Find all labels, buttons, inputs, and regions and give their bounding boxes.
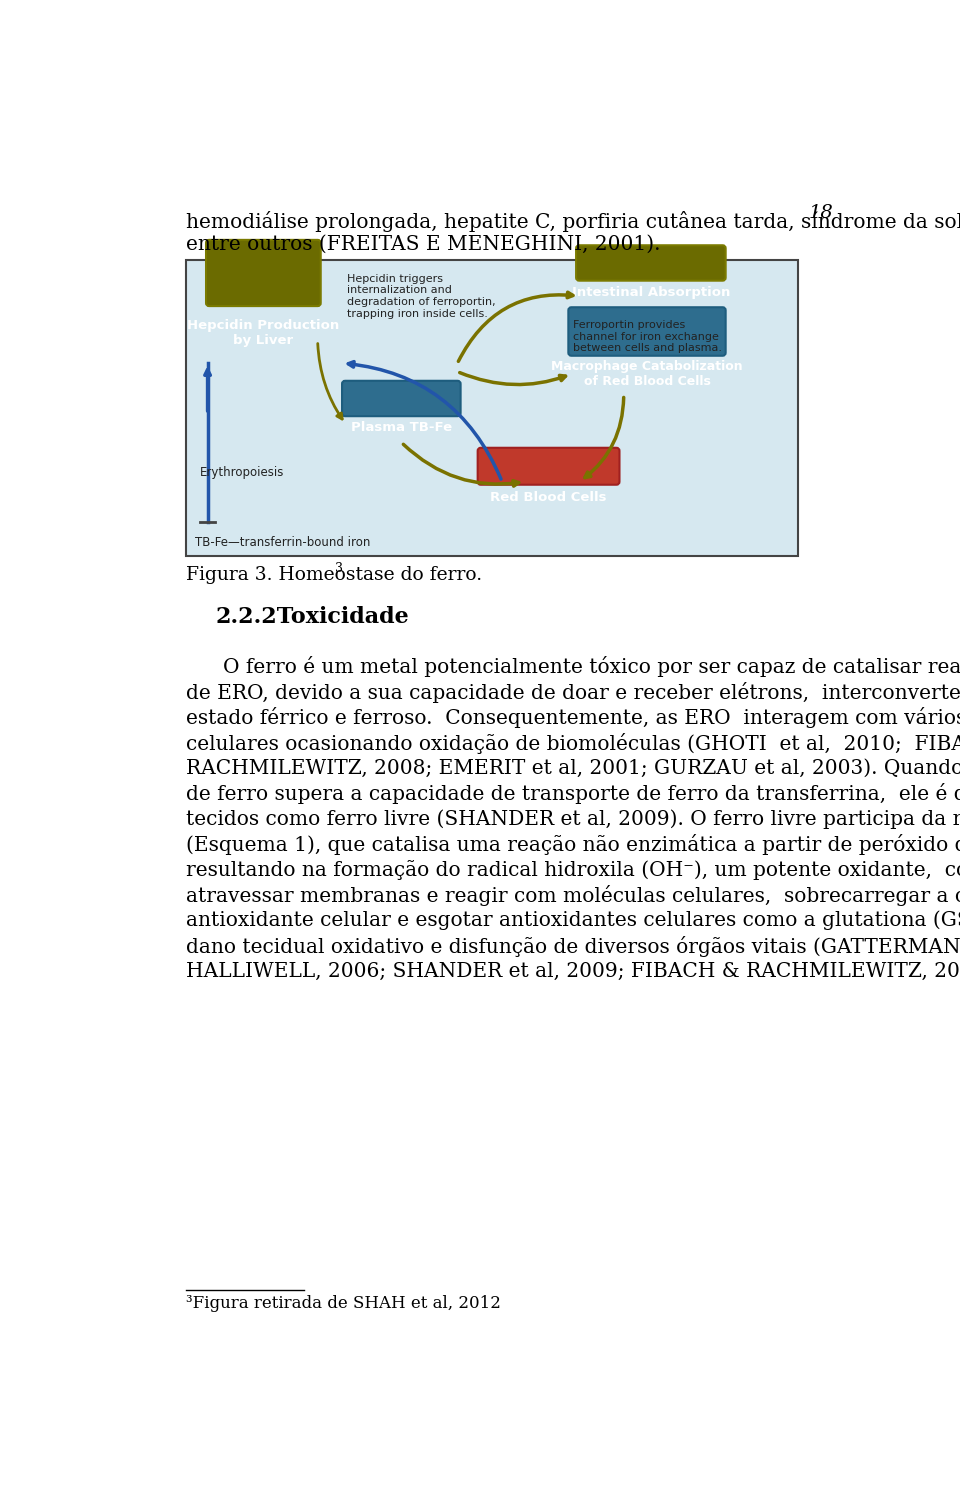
Text: 3: 3 [335,561,343,574]
Text: resultando na formação do radical hidroxila (OH⁻), um potente oxidante,  com cap: resultando na formação do radical hidrox… [186,859,960,880]
FancyBboxPatch shape [478,448,619,485]
Text: Ferroportin provides
channel for iron exchange
between cells and plasma.: Ferroportin provides channel for iron ex… [573,319,722,354]
Text: atravessar membranas e reagir com moléculas celulares,  sobrecarregar a capacida: atravessar membranas e reagir com molécu… [186,885,960,906]
Text: tecidos como ferro livre (SHANDER et al, 2009). O ferro livre participa da reaçã: tecidos como ferro livre (SHANDER et al,… [186,809,960,830]
Text: dano tecidual oxidativo e disfunção de diversos órgãos vitais (GATTERMANN et al,: dano tecidual oxidativo e disfunção de d… [186,935,960,956]
Text: ³Figura retirada de SHAH et al, 2012: ³Figura retirada de SHAH et al, 2012 [186,1295,501,1311]
Text: celulares ocasionando oxidação de biomoléculas (GHOTI  et al,  2010;  FIBACH  &: celulares ocasionando oxidação de biomol… [186,733,960,753]
Text: hemodiálise prolongada, hepatite C, porfiria cutânea tarda, síndrome da sobrecar: hemodiálise prolongada, hepatite C, porf… [186,212,960,233]
Text: RACHMILEWITZ, 2008; EMERIT et al, 2001; GURZAU et al, 2003). Quando a sobrecarga: RACHMILEWITZ, 2008; EMERIT et al, 2001; … [186,758,960,777]
Text: Erythropoiesis: Erythropoiesis [200,466,284,479]
Text: 18: 18 [809,204,833,222]
Text: (Esquema 1), que catalisa uma reação não enzimática a partir de peróxido de hidr: (Esquema 1), que catalisa uma reação não… [186,834,960,855]
FancyBboxPatch shape [186,260,798,557]
Text: Figura 3. Homeostase do ferro.: Figura 3. Homeostase do ferro. [186,567,482,585]
Text: antioxidante celular e esgotar antioxidantes celulares como a glutationa (GSH), : antioxidante celular e esgotar antioxida… [186,910,960,930]
Text: entre outros (FREITAS E MENEGHINI, 2001).: entre outros (FREITAS E MENEGHINI, 2001)… [186,234,660,254]
Text: Plasma TB-Fe: Plasma TB-Fe [350,421,452,434]
Text: 2.2.2Toxicidade: 2.2.2Toxicidade [215,606,409,628]
Text: HALLIWELL, 2006; SHANDER et al, 2009; FIBACH & RACHMILEWITZ, 2008).: HALLIWELL, 2006; SHANDER et al, 2009; FI… [186,961,960,980]
Text: Hepcidin Production
by Liver: Hepcidin Production by Liver [187,319,340,348]
FancyBboxPatch shape [568,307,726,355]
Text: TB-Fe—transferrin-bound iron: TB-Fe—transferrin-bound iron [195,536,371,549]
FancyBboxPatch shape [576,245,726,280]
Text: Red Blood Cells: Red Blood Cells [491,491,607,503]
Text: estado férrico e ferroso.  Consequentemente, as ERO  interagem com vários compon: estado férrico e ferroso. Consequentemen… [186,707,960,728]
Text: Macrophage Catabolization
of Red Blood Cells: Macrophage Catabolization of Red Blood C… [551,360,743,388]
Text: de ERO, devido a sua capacidade de doar e receber elétrons,  interconvertendo-se: de ERO, devido a sua capacidade de doar … [186,682,960,703]
Text: Hepcidin triggers
internalization and
degradation of ferroportin,
trapping iron : Hepcidin triggers internalization and de… [348,273,495,319]
Text: O ferro é um metal potencialmente tóxico por ser capaz de catalisar reações de g: O ferro é um metal potencialmente tóxico… [223,656,960,677]
FancyBboxPatch shape [342,380,461,416]
Text: Intestinal Absorption: Intestinal Absorption [572,286,730,298]
Text: de ferro supera a capacidade de transporte de ferro da transferrina,  ele é depo: de ferro supera a capacidade de transpor… [186,783,960,804]
FancyBboxPatch shape [206,240,321,306]
